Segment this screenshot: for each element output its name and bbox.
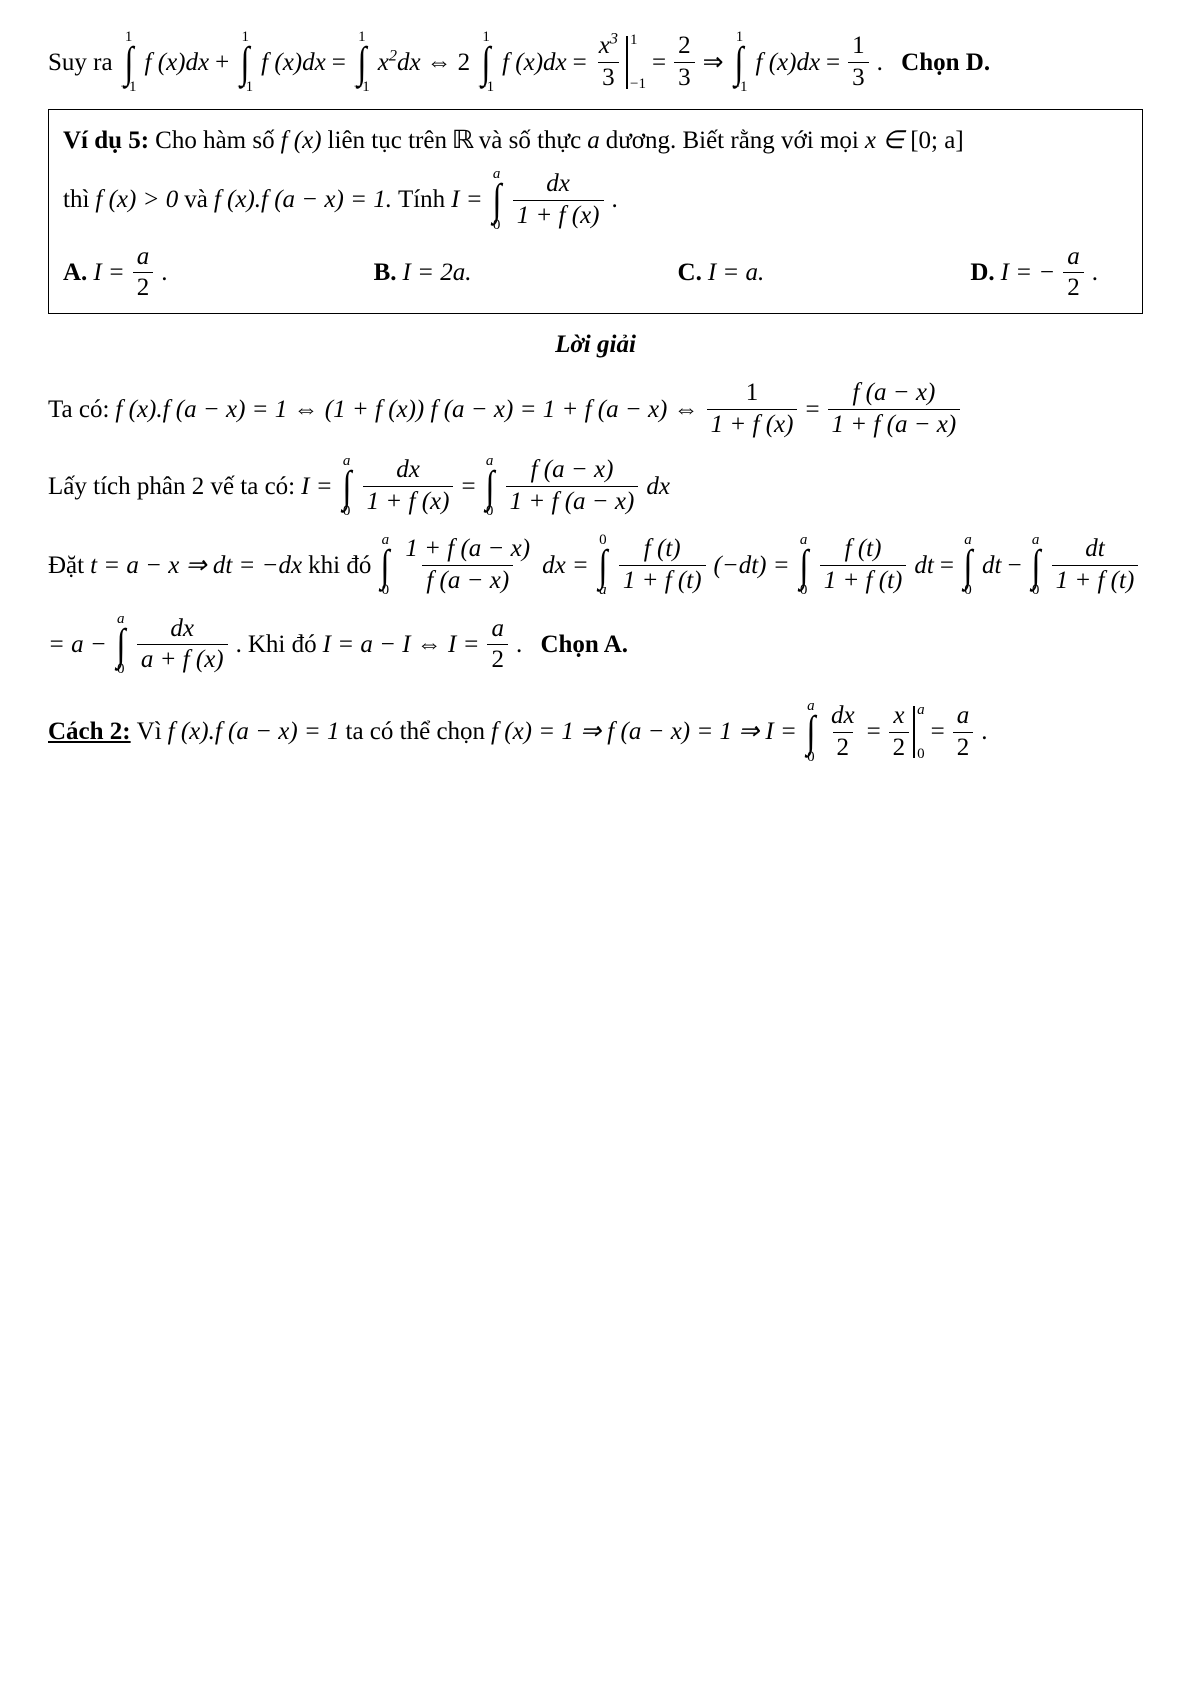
page-root: Suy ra 1 ∫ −1 f (x)dx + 1 ∫ −1 f (x)dx =… bbox=[0, 0, 1191, 1684]
example-box: Ví dụ 5: Cho hàm số f (x) liên tục trên … bbox=[48, 109, 1143, 314]
conclusion-a: Chọn A. bbox=[540, 624, 628, 665]
eval-x-over-2: x 2 a 0 bbox=[887, 702, 925, 763]
frac-1-3: 1 3 bbox=[848, 32, 869, 93]
choice-a: A. I = a 2 . bbox=[63, 243, 168, 304]
integral-2: 1 ∫ −1 bbox=[237, 30, 253, 95]
problem-integrand: dx 1 + f (x) bbox=[513, 170, 604, 231]
eval-x3-over-3: x3 3 1 −1 bbox=[593, 32, 646, 93]
problem-integral: a ∫ 0 bbox=[491, 167, 503, 232]
solution-step-2: Lấy tích phân 2 vế ta có: I = a ∫ 0 dx 1… bbox=[48, 454, 1143, 519]
integral-5: 1 ∫ −1 bbox=[732, 30, 748, 95]
integrand-5: f (x)dx bbox=[756, 42, 821, 83]
integrand-4: f (x)dx bbox=[502, 42, 567, 83]
integrand-2: f (x)dx bbox=[261, 42, 326, 83]
integrand-3: x2dx bbox=[378, 42, 421, 83]
preamble-line: Suy ra 1 ∫ −1 f (x)dx + 1 ∫ −1 f (x)dx =… bbox=[48, 30, 1143, 95]
problem-line-2: thì f (x) > 0 và f (x).f (a − x) = 1. Tí… bbox=[63, 167, 1128, 232]
frac-2-3: 2 3 bbox=[674, 32, 695, 93]
choice-d: D. I = − a 2 . bbox=[970, 243, 1098, 304]
conclusion-d: Chọn D. bbox=[901, 42, 990, 83]
integral-1: 1 ∫ −1 bbox=[121, 30, 137, 95]
lead-text: Suy ra bbox=[48, 42, 113, 83]
solution-step-4: = a − a ∫ 0 dx a + f (x) . Khi đó I = a … bbox=[48, 612, 1143, 677]
real-numbers-symbol: ℝ bbox=[451, 120, 474, 161]
choice-b: B. I = 2a. bbox=[374, 243, 472, 304]
method2-label: Cách 2: bbox=[48, 711, 131, 752]
choice-c: C. I = a. bbox=[678, 243, 765, 304]
solution-step-1: Ta có: f (x).f (a − x) = 1 ⇔ (1 + f (x))… bbox=[48, 379, 1143, 440]
answer-choices: A. I = a 2 . B. I = 2a. C. I = a. D. I =… bbox=[63, 243, 1128, 304]
method-2: Cách 2: Vì f (x).f (a − x) = 1 ta có thể… bbox=[48, 699, 1143, 764]
integral-3: 1 ∫ −1 bbox=[354, 30, 370, 95]
solution-heading: Lời giải bbox=[48, 324, 1143, 365]
example-title: Ví dụ 5: bbox=[63, 120, 149, 161]
problem-line-1: Ví dụ 5: Cho hàm số f (x) liên tục trên … bbox=[63, 120, 1128, 161]
integrand-1: f (x)dx bbox=[145, 42, 210, 83]
integral-4: 1 ∫ −1 bbox=[478, 30, 494, 95]
solution-step-3: Đặt t = a − x ⇒ dt = −dx khi đó a ∫ 0 1 … bbox=[48, 533, 1143, 598]
